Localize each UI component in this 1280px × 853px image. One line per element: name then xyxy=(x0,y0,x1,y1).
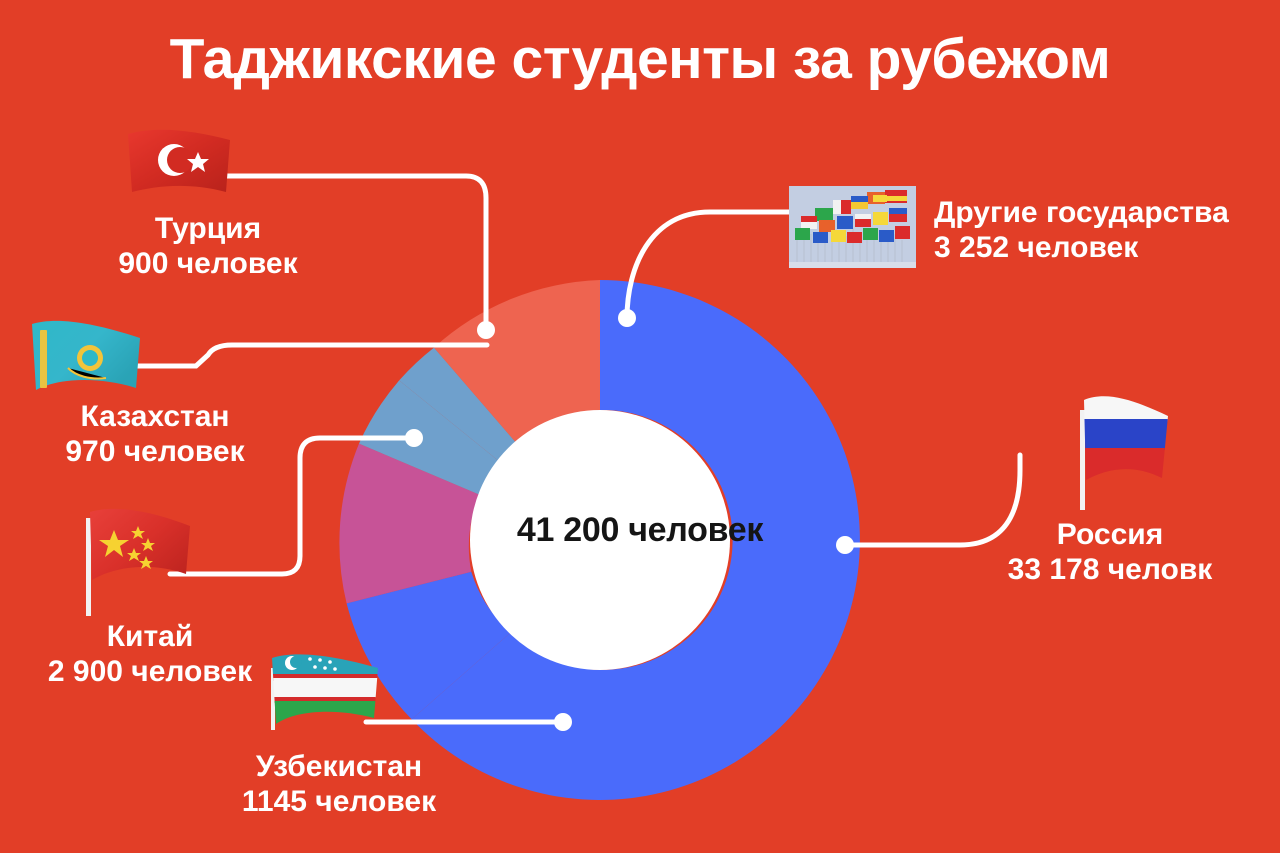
callout-uzbekistan-value: 1145 человек xyxy=(241,784,437,818)
callout-turkey-value: 900 человек xyxy=(118,246,298,280)
callout-kazakhstan: Казахстан 970 человек xyxy=(0,400,310,470)
callout-russia-name: Россия xyxy=(1056,518,1164,551)
slice-other-states[interactable] xyxy=(434,280,600,444)
donut-slices xyxy=(339,280,860,800)
flag-uzbekistan-icon xyxy=(271,654,378,730)
callout-china-name: Китай xyxy=(106,620,194,653)
flags-group-photo-art xyxy=(789,186,916,268)
callout-other-states-name: Другие государства xyxy=(934,196,1229,229)
callout-uzbekistan: Узбекистан 1145 человек xyxy=(174,750,504,820)
leader-china xyxy=(167,435,417,577)
leader-turkey xyxy=(202,173,489,333)
flags-group-photo xyxy=(789,186,916,268)
leader-dot-turkey xyxy=(477,321,495,339)
callout-kazakhstan-name: Казахстан xyxy=(80,400,230,433)
callout-other-states-value: 3 252 человек xyxy=(934,230,1139,264)
callout-other-states: Другие государства 3 252 человек xyxy=(934,196,1229,266)
page-title: Таджикские студенты за рубежом xyxy=(169,27,1111,91)
callout-kazakhstan-value: 970 человек xyxy=(65,434,245,468)
leader-dot-russia xyxy=(836,536,854,554)
callout-turkey-name: Турция xyxy=(154,212,262,245)
callout-russia-value: 33 178 человк xyxy=(1007,552,1213,586)
flag-russia-icon xyxy=(1080,396,1168,510)
flag-turkey-icon xyxy=(128,129,230,192)
flag-kazakhstan-icon xyxy=(32,320,140,390)
leader-other-states xyxy=(624,209,793,321)
slice-russia[interactable] xyxy=(411,280,860,800)
leader-dot-other xyxy=(618,309,636,327)
callout-turkey: Турция 900 человек xyxy=(58,212,358,282)
donut-center-total: 41 200 человек xyxy=(516,511,764,549)
callout-uzbekistan-name: Узбекистан xyxy=(255,750,423,783)
callout-russia: Россия 33 178 человк xyxy=(960,518,1260,588)
donut-hole xyxy=(470,410,730,670)
leader-kazakhstan xyxy=(112,342,490,369)
slice-turkey[interactable] xyxy=(399,347,517,463)
callout-china-value: 2 900 человек xyxy=(47,654,253,688)
leader-russia xyxy=(842,452,1023,548)
slice-uzbekistan[interactable] xyxy=(346,571,511,720)
leader-dot-china xyxy=(405,429,423,447)
flag-china-icon xyxy=(86,508,190,616)
slice-china[interactable] xyxy=(339,443,480,604)
leader-dot-uzbekistan xyxy=(554,713,572,731)
callout-china: Китай 2 900 человек xyxy=(0,620,300,690)
slice-kazakhstan[interactable] xyxy=(359,380,501,495)
